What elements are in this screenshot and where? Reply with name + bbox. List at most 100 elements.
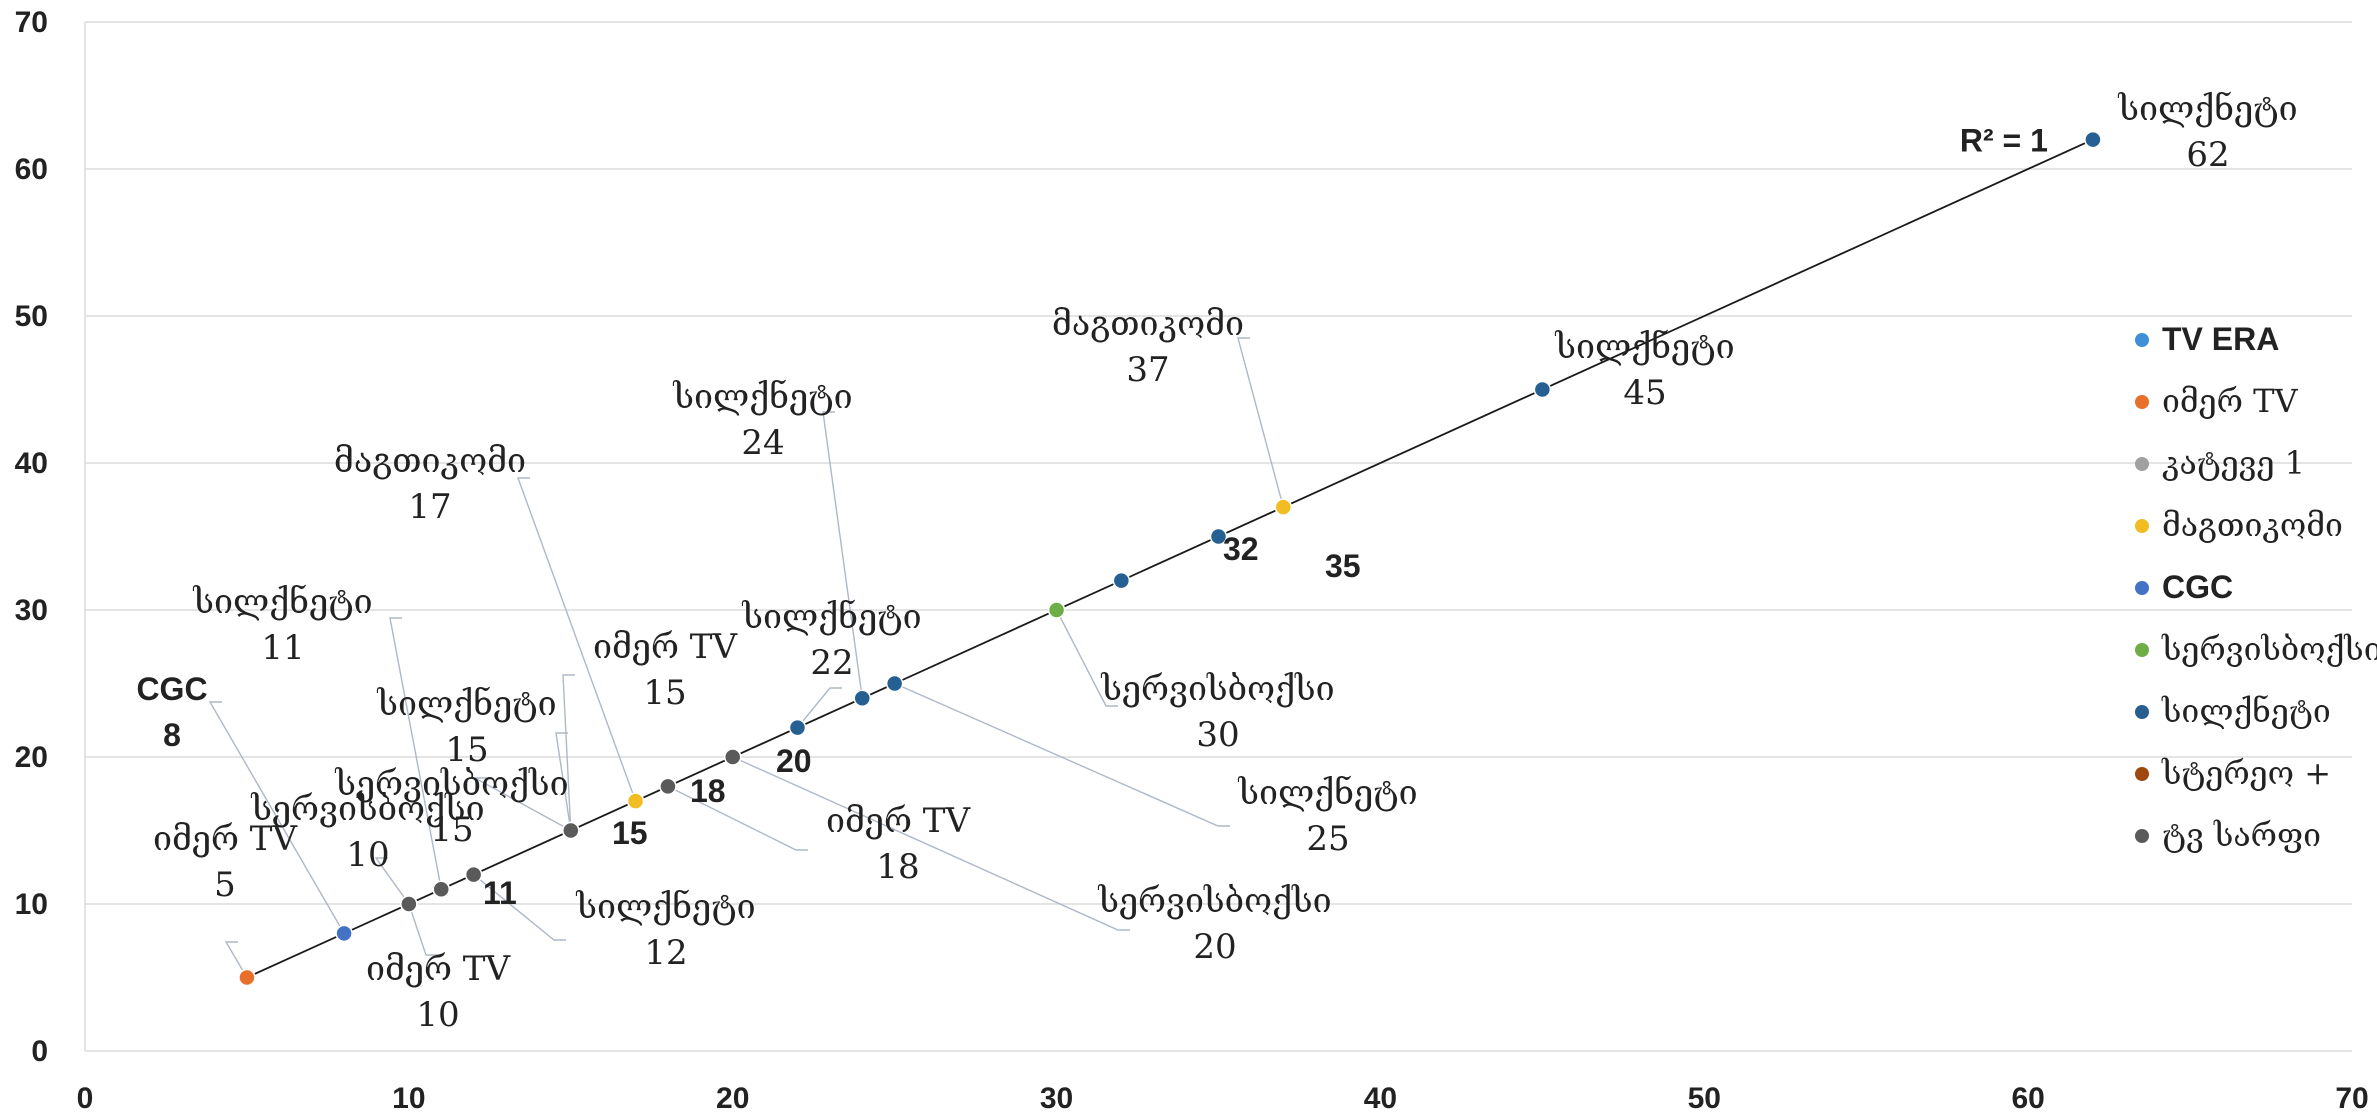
data-point	[1274, 498, 1293, 516]
data-label-name: სერვისბოქსი	[1100, 669, 1334, 709]
axes: 0 10 20 30 40 50 60 70 0 10 20 30 40 50 60 70	[15, 6, 2369, 1115]
data-point	[1047, 601, 1066, 619]
legend-marker	[2135, 333, 2149, 347]
data-label-value: 15	[612, 815, 648, 851]
y-tick-label: 60	[15, 153, 48, 186]
data-label-value: 15	[445, 730, 488, 770]
gridlines	[85, 21, 2352, 1052]
data-label-value: 24	[741, 423, 784, 463]
data-points	[238, 130, 2102, 987]
legend: TV ERA იმერ TV კატევე 1 მაგთიკომი CGC სერვისბ…	[2135, 321, 2377, 854]
legend-marker	[2135, 457, 2149, 471]
data-label-name: მაგთიკომი	[334, 441, 526, 481]
legend-label: ტვ სარფი	[2162, 816, 2321, 854]
y-tick-label: 50	[15, 300, 48, 333]
leader-line	[389, 617, 442, 890]
legend-marker	[2135, 519, 2149, 533]
data-label-value: 12	[644, 933, 687, 973]
legend-label: CGC	[2162, 569, 2233, 605]
data-label-value: 45	[1623, 373, 1666, 413]
x-tick-label: 0	[77, 1082, 94, 1115]
x-tick-label: 60	[2011, 1082, 2044, 1115]
legend-label: კატევე 1	[2162, 444, 2305, 482]
data-label-value: 5	[214, 865, 236, 905]
trendline-group: R² = 1	[246, 123, 2094, 979]
data-label-value: 35	[1325, 548, 1361, 584]
data-point	[335, 924, 353, 943]
data-label-value: 8	[163, 717, 181, 753]
data-point	[659, 777, 677, 796]
legend-label: სილქნეტი	[2161, 692, 2331, 730]
legend-marker	[2135, 581, 2149, 595]
data-point	[788, 718, 807, 737]
leader-lines	[208, 337, 1284, 978]
y-tick-label: 70	[15, 6, 48, 39]
data-point	[238, 968, 256, 987]
data-label-value: 15	[430, 810, 473, 850]
y-tick-label: 40	[15, 447, 48, 480]
data-point	[1112, 571, 1131, 590]
x-tick-label: 10	[392, 1082, 425, 1115]
data-label-name: სილქნეტი	[741, 597, 921, 637]
legend-label: TV ERA	[2162, 321, 2279, 357]
data-label-value: 37	[1126, 350, 1169, 390]
data-point	[626, 792, 645, 810]
leader-line	[1055, 609, 1118, 707]
data-label-name: სილქნეტი	[376, 684, 556, 724]
legend-label: იმერ TV	[2162, 382, 2298, 420]
data-point	[1533, 380, 1552, 399]
data-point	[400, 895, 418, 913]
trendline	[246, 138, 2094, 979]
data-label-value: 22	[810, 643, 853, 683]
data-label-name: სილქნეტი	[2117, 89, 2297, 129]
data-label-name: CGC	[136, 671, 207, 707]
x-tick-label: 40	[1364, 1082, 1397, 1115]
data-label-name: სილქნეტი	[1554, 327, 1734, 367]
data-label-name: სილქნეტი	[672, 377, 852, 417]
leader-line	[822, 411, 863, 699]
leader-line	[374, 857, 410, 905]
data-label-name: სერვისბოქსი	[334, 764, 568, 804]
data-label-value: 18	[876, 847, 919, 887]
y-tick-label: 10	[15, 888, 48, 921]
data-point	[1209, 527, 1228, 546]
data-label-name: სილქნეტი	[192, 582, 372, 622]
data-label-value: 30	[1196, 715, 1239, 755]
y-tick-label: 0	[31, 1035, 48, 1068]
y-tick-label: 20	[15, 741, 48, 774]
data-label-name: იმერ TV	[153, 819, 299, 859]
data-label-value: 11	[483, 875, 517, 911]
data-point	[432, 880, 450, 899]
data-labels: იმერ TV 5 მაგთიკომი 17 მაგთიკომი 37 CGC 8 18 სერვ…	[136, 89, 2297, 1035]
data-label-value: 32	[1223, 531, 1259, 567]
data-point	[885, 674, 904, 693]
data-label-name: იმერ TV	[826, 801, 972, 841]
leader-line	[894, 682, 1230, 827]
legend-marker	[2135, 395, 2149, 409]
leader-line	[562, 674, 575, 831]
data-label-name: მაგთიკომი	[1052, 304, 1244, 344]
data-point	[723, 748, 742, 766]
leader-line	[408, 903, 438, 956]
data-label-name: სერვისბოქსი	[1097, 881, 1331, 921]
leader-line	[667, 785, 808, 851]
data-point	[853, 689, 872, 707]
leader-line	[474, 777, 572, 832]
data-label-value: 11	[261, 628, 304, 668]
data-label-value: 10	[346, 835, 389, 875]
legend-label: სტერეო +	[2161, 754, 2331, 792]
legend-marker	[2135, 643, 2149, 657]
data-label-value: 10	[416, 995, 459, 1035]
leader-line	[517, 477, 637, 802]
data-label-name: სერვისბოქსი	[250, 789, 484, 829]
data-label-value: 20	[776, 743, 812, 779]
leader-line	[732, 756, 1130, 931]
leader-line	[796, 687, 842, 729]
legend-label: სერვისბოქსი	[2161, 630, 2377, 668]
leader-line	[224, 941, 248, 978]
x-tick-label: 30	[1040, 1082, 1073, 1115]
data-point	[562, 821, 580, 840]
data-label-value: 15	[643, 673, 686, 713]
data-label-name: იმერ TV	[593, 627, 739, 667]
